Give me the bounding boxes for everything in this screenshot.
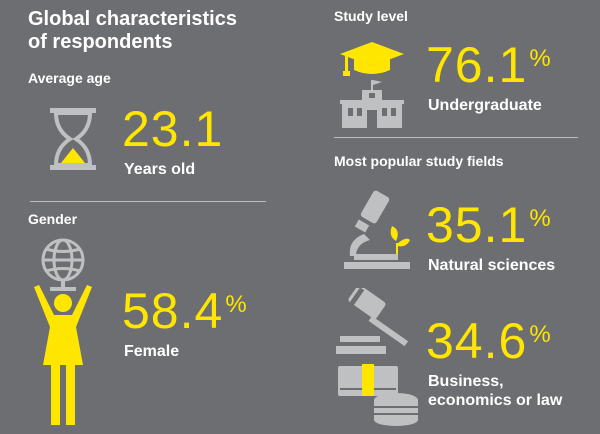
study-field-1-label: Natural sciences <box>428 257 556 274</box>
globe-woman-icon <box>30 235 100 430</box>
title-line-1: Global characteristics <box>28 8 237 30</box>
divider-right <box>334 137 578 138</box>
gender-value: 58.4% <box>122 286 248 336</box>
gender-label: Female <box>124 343 180 360</box>
study-field-2-label-line-1: Business, <box>428 373 504 390</box>
gavel-icon <box>336 288 420 360</box>
divider-left <box>30 201 266 202</box>
graduation-building-icon <box>336 40 408 130</box>
study-fields-heading: Most popular study fields <box>334 153 504 169</box>
average-age-value: 23.1 <box>122 101 224 157</box>
title-line-2: of respondents <box>28 31 173 53</box>
gender-percent-sign: % <box>225 291 248 318</box>
study-level-label: Undergraduate <box>428 97 542 114</box>
study-level-heading: Study level <box>334 8 408 24</box>
gender-number: 58.4 <box>122 283 224 339</box>
study-field-2-label: Business, economics or law <box>428 372 562 410</box>
study-field-2-value: 34.6% <box>426 316 552 366</box>
study-field-1-value: 35.1% <box>426 200 552 250</box>
average-age-unit: Years old <box>124 161 196 178</box>
hourglass-icon <box>48 108 98 170</box>
study-field-2-number: 34.6 <box>426 313 528 369</box>
study-level-number: 76.1 <box>426 37 528 93</box>
money-icon <box>336 360 420 426</box>
study-level-percent-sign: % <box>529 45 552 72</box>
study-field-2-percent-sign: % <box>529 321 552 348</box>
microscope-icon <box>340 188 414 272</box>
page-title: Global characteristics of respondents <box>28 8 237 54</box>
study-level-value: 76.1% <box>426 40 552 90</box>
study-field-1-percent-sign: % <box>529 205 552 232</box>
study-field-1-number: 35.1 <box>426 197 528 253</box>
average-age-heading: Average age <box>28 70 111 86</box>
gender-heading: Gender <box>28 211 78 227</box>
study-field-2-label-line-2: economics or law <box>428 392 563 409</box>
